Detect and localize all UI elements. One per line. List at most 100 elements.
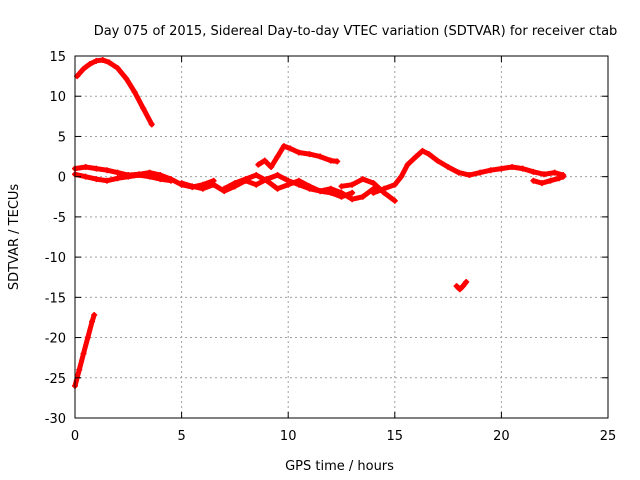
- data-point: [391, 181, 398, 188]
- data-point: [231, 180, 238, 187]
- y-tick-label: 5: [58, 130, 66, 145]
- data-point: [519, 165, 526, 172]
- data-point: [287, 145, 294, 152]
- data-point: [445, 164, 452, 171]
- data-point: [530, 168, 537, 175]
- y-tick-label: -10: [45, 251, 66, 266]
- data-point: [125, 173, 132, 180]
- data-point: [338, 183, 345, 190]
- data-point: [541, 171, 548, 178]
- data-point: [123, 75, 130, 82]
- data-point: [255, 161, 262, 168]
- y-axis-title: SDTVAR / TECUs: [7, 184, 22, 291]
- axis-ticks: 0 5 10 15 20 25 -30 -25 -20 -15 -10 -5 0 5 10 15: [45, 50, 617, 444]
- y-tick-label: 15: [49, 50, 66, 65]
- data-point: [453, 283, 460, 290]
- data-point: [381, 189, 388, 196]
- data-point: [199, 185, 206, 192]
- data-point: [327, 185, 334, 192]
- data-point: [413, 153, 420, 160]
- data-point: [398, 173, 405, 180]
- data-point: [349, 189, 356, 196]
- data-point: [530, 177, 537, 184]
- x-tick-label: 20: [493, 429, 510, 444]
- x-tick-label: 15: [387, 429, 404, 444]
- data-point: [146, 173, 153, 180]
- data-point: [89, 318, 96, 325]
- y-tick-label: -25: [45, 372, 66, 387]
- data-point: [91, 312, 98, 319]
- data-point: [99, 57, 106, 64]
- data-point: [93, 57, 100, 64]
- data-point: [135, 172, 142, 179]
- data-point: [93, 176, 100, 183]
- data-point: [114, 169, 121, 176]
- data-point: [349, 196, 356, 203]
- data-point: [434, 157, 441, 164]
- data-point: [338, 189, 345, 196]
- data-point: [425, 151, 432, 158]
- y-tick-label: -20: [45, 332, 66, 347]
- data-point: [263, 177, 270, 184]
- data-point: [334, 158, 341, 165]
- data-point: [268, 164, 275, 171]
- y-tick-label: 10: [49, 90, 66, 105]
- series-arc-e: [255, 143, 341, 171]
- data-point: [349, 181, 356, 188]
- data-point: [280, 143, 287, 150]
- series-arc-h: [338, 176, 398, 204]
- data-point: [84, 334, 91, 341]
- y-tick-label: 0: [58, 171, 66, 186]
- data-point: [551, 169, 558, 176]
- data-point: [460, 283, 467, 290]
- series-arc-g: [530, 173, 567, 187]
- data-point: [114, 65, 121, 72]
- data-point: [140, 105, 147, 112]
- data-point: [157, 176, 164, 183]
- data-point: [466, 172, 473, 179]
- data-point: [167, 177, 174, 184]
- x-tick-label: 25: [600, 429, 617, 444]
- y-tick-label: -5: [53, 211, 66, 226]
- data-point: [359, 176, 366, 183]
- data-point: [253, 172, 260, 179]
- data-point: [370, 180, 377, 187]
- data-point: [498, 165, 505, 172]
- data-point: [404, 161, 411, 168]
- data-point: [327, 157, 334, 164]
- data-point: [547, 177, 554, 184]
- data-point: [148, 121, 155, 128]
- data-point: [370, 189, 377, 196]
- data-point: [555, 175, 562, 182]
- data-point: [509, 164, 516, 171]
- data-point: [76, 366, 83, 373]
- data-point: [82, 173, 89, 180]
- data-point: [82, 164, 89, 171]
- data-point: [103, 167, 110, 174]
- series-arc-small: [453, 279, 470, 293]
- data-point: [455, 169, 462, 176]
- data-point: [274, 172, 281, 179]
- data-point: [86, 61, 93, 68]
- data-point: [317, 188, 324, 195]
- data-point: [359, 193, 366, 200]
- x-tick-label: 0: [71, 429, 79, 444]
- data-point: [477, 169, 484, 176]
- x-tick-label: 10: [280, 429, 297, 444]
- data-point: [189, 183, 196, 190]
- plot-frame: [74, 55, 609, 419]
- data-point: [253, 181, 260, 188]
- data-point: [106, 59, 113, 66]
- data-point: [103, 177, 110, 184]
- data-point: [210, 181, 217, 188]
- x-axis-title: GPS time / hours: [285, 459, 394, 474]
- series-arc-low: [72, 312, 98, 389]
- series-arc-high: [74, 57, 155, 128]
- data-point: [295, 177, 302, 184]
- series-arc-d: [221, 172, 377, 203]
- y-tick-label: -30: [45, 412, 66, 427]
- data-point: [285, 181, 292, 188]
- data-point: [463, 279, 470, 286]
